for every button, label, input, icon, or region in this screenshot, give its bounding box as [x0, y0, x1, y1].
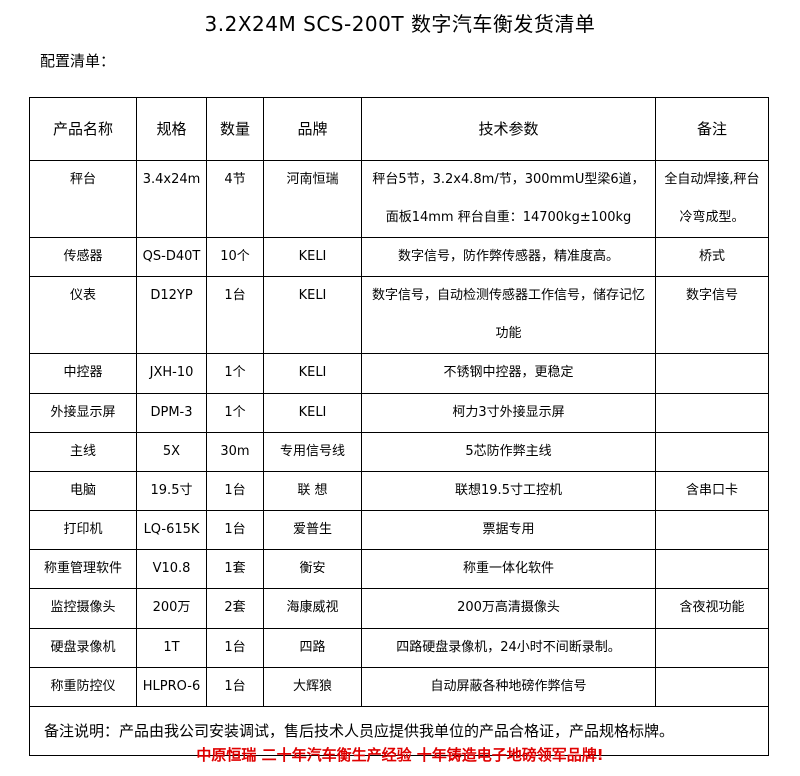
cell-remarks: [655, 432, 769, 472]
table-row: 电脑 19.5寸 1台联 想联想19.5寸工控机 含串口卡: [29, 471, 769, 511]
table-row: 监控摄像头 200万 2套 海康威视 200万高清摄像头 含夜视功能: [29, 588, 769, 629]
cell-brand: 爱普生: [263, 510, 362, 550]
cell-brand: KELI: [263, 393, 362, 433]
header-tech-params: 技术参数: [361, 97, 656, 161]
cell-tech-params: 数字信号，防作弊传感器，精准度高。: [361, 237, 656, 277]
cell-remarks: 数字信号: [655, 276, 769, 354]
cell-quantity: 1台: [206, 510, 264, 550]
cell-product-name: 称重管理软件: [29, 549, 137, 589]
cell-spec: 5X: [136, 432, 207, 472]
cell-quantity: 10个: [206, 237, 264, 277]
header-product-name: 产品名称: [29, 97, 137, 161]
cell-brand: 海康威视: [263, 588, 362, 629]
table-row: 仪表 D12YP 1台 KELI 数字信号，自动检测传感器工作信号，储存记忆功能 数字信号: [29, 276, 769, 354]
cell-remarks: [655, 393, 769, 433]
cell-product-name: 传感器: [29, 237, 137, 277]
cell-spec: LQ-615K: [136, 510, 207, 550]
cell-brand: 大辉狼: [263, 667, 362, 707]
cell-brand: 四路: [263, 628, 362, 668]
cell-product-name: 主线: [29, 432, 137, 472]
header-brand: 品牌: [263, 97, 362, 161]
table-row: 硬盘录像机 1T 1台 四路 四路硬盘录像机，24小时不间断录制。: [29, 628, 769, 668]
cell-quantity: 1个: [206, 393, 264, 433]
page-title: 3.2X24M SCS-200T 数字汽车衡发货清单: [204, 12, 596, 36]
cell-quantity: 1台: [206, 667, 264, 707]
table-row: 外接显示屏 DPM-3 1个 KELI 柯力3寸外接显示屏: [29, 393, 769, 433]
cell-brand: KELI: [263, 237, 362, 277]
cell-product-name: 硬盘录像机: [29, 628, 137, 668]
cell-tech-params: 联想19.5寸工控机: [361, 471, 656, 511]
cell-product-name: 电脑: [29, 471, 137, 511]
cell-spec: D12YP: [136, 276, 207, 354]
note-row: 备注说明：产品由我公司安装调试，售后技术人员应提供我单位的产品合格证，产品规格标…: [29, 706, 769, 756]
cell-quantity: 1台: [206, 628, 264, 668]
cell-brand: 河南恒瑞: [263, 160, 362, 238]
table-row: 主线 5X 30m 专用信号线 5芯防作弊主线: [29, 432, 769, 472]
cell-spec: V10.8: [136, 549, 207, 589]
cell-quantity: 1套: [206, 549, 264, 589]
note-text: 备注说明：产品由我公司安装调试，售后技术人员应提供我单位的产品合格证，产品规格标…: [29, 706, 769, 756]
cell-tech-params: 柯力3寸外接显示屏: [361, 393, 656, 433]
cell-spec: HLPRO-6: [136, 667, 207, 707]
header-quantity: 数量: [206, 97, 264, 161]
shipping-list-table: 产品名称 规格 数量 品牌 技术参数 备注 秤台 3.4x24m 4节 河南恒瑞 秤台5节，3.2…: [29, 97, 769, 756]
cell-spec: 200万: [136, 588, 207, 629]
cell-tech-params: 5芯防作弊主线: [361, 432, 656, 472]
footer-slogan: 中原恒瑞 二十年汽车衡生产经验 十年铸造电子地磅领军品牌!: [196, 746, 604, 764]
cell-remarks: [655, 549, 769, 589]
cell-brand: 联 想: [263, 471, 362, 511]
cell-brand: KELI: [263, 276, 362, 354]
cell-remarks: 含夜视功能: [655, 588, 769, 629]
table-row: 称重防控仪 HLPRO-6 1台 大辉狼 自动屏蔽各种地磅作弊信号: [29, 667, 769, 707]
cell-spec: 3.4x24m: [136, 160, 207, 238]
cell-quantity: 2套: [206, 588, 264, 629]
cell-product-name: 秤台: [29, 160, 137, 238]
cell-remarks: 全自动焊接,秤台冷弯成型。: [655, 160, 769, 238]
cell-quantity: 30m: [206, 432, 264, 472]
cell-tech-params: 自动屏蔽各种地磅作弊信号: [361, 667, 656, 707]
cell-brand: 衡安: [263, 549, 362, 589]
cell-tech-params: 称重一体化软件: [361, 549, 656, 589]
cell-quantity: 4节: [206, 160, 264, 238]
header-remarks: 备注: [655, 97, 769, 161]
cell-quantity: 1个: [206, 353, 264, 394]
cell-remarks: 桥式: [655, 237, 769, 277]
cell-product-name: 监控摄像头: [29, 588, 137, 629]
cell-quantity: 1台: [206, 276, 264, 354]
header-spec: 规格: [136, 97, 207, 161]
cell-product-name: 中控器: [29, 353, 137, 394]
cell-spec: JXH-10: [136, 353, 207, 394]
cell-brand: KELI: [263, 353, 362, 394]
cell-product-name: 外接显示屏: [29, 393, 137, 433]
cell-tech-params: 四路硬盘录像机，24小时不间断录制。: [361, 628, 656, 668]
cell-brand: 专用信号线: [263, 432, 362, 472]
cell-product-name: 仪表: [29, 276, 137, 354]
table-row: 打印机 LQ-615K 1台 爱普生 票据专用: [29, 510, 769, 550]
cell-remarks: [655, 628, 769, 668]
table-row: 中控器 JXH-10 1个 KELI 不锈钢中控器，更稳定: [29, 353, 769, 394]
cell-tech-params: 秤台5节，3.2x4.8m/节，300mmU型梁6道，面板14mm 秤台自重：1…: [361, 160, 656, 238]
cell-tech-params: 数字信号，自动检测传感器工作信号，储存记忆功能: [361, 276, 656, 354]
header-row: 产品名称 规格 数量 品牌 技术参数 备注: [29, 97, 769, 161]
section-label: 配置清单：: [40, 52, 116, 70]
cell-remarks: [655, 353, 769, 394]
cell-remarks: [655, 667, 769, 707]
cell-spec: DPM-3: [136, 393, 207, 433]
cell-spec: QS-D40T: [136, 237, 207, 277]
table-row: 称重管理软件 V10.8 1套 衡安 称重一体化软件: [29, 549, 769, 589]
cell-remarks: [655, 510, 769, 550]
cell-spec: 1T: [136, 628, 207, 668]
table-row: 传感器 QS-D40T 10个 KELI 数字信号，防作弊传感器，精准度高。 桥式: [29, 237, 769, 277]
cell-tech-params: 200万高清摄像头: [361, 588, 656, 629]
cell-product-name: 称重防控仪: [29, 667, 137, 707]
table-row: 秤台 3.4x24m 4节 河南恒瑞 秤台5节，3.2x4.8m/节，300mmU型梁6…: [29, 160, 769, 238]
cell-spec: 19.5寸: [136, 471, 207, 511]
cell-tech-params: 不锈钢中控器，更稳定: [361, 353, 656, 394]
cell-product-name: 打印机: [29, 510, 137, 550]
cell-tech-params: 票据专用: [361, 510, 656, 550]
cell-quantity: 1台: [206, 471, 264, 511]
cell-remarks: 含串口卡: [655, 471, 769, 511]
